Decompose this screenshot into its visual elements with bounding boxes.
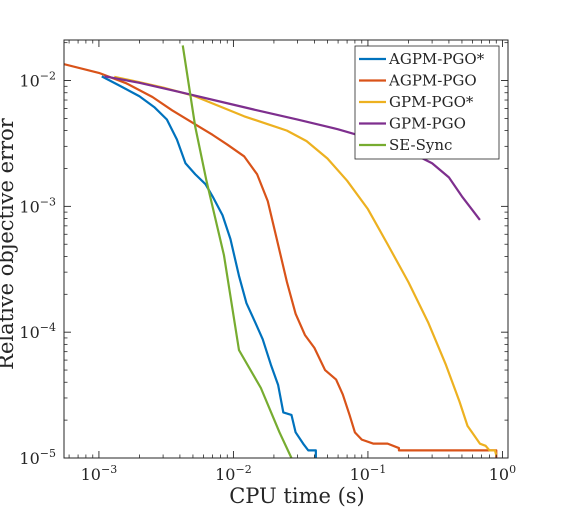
y-axis-label: Relative objective error [0,117,18,370]
legend-label: AGPM-PGO [388,72,477,90]
y-tick-label: 10−3 [19,195,56,216]
series-line-1 [101,75,317,458]
legend-label: AGPM-PGO* [388,50,485,68]
legend-label: SE-Sync [389,136,452,154]
series-line-5 [181,45,293,458]
x-tick-label: 10−3 [81,463,118,484]
x-tick-label: 100 [489,463,516,484]
x-tick-label: 10−2 [215,463,252,484]
legend-label: GPM-PGO [389,115,466,133]
series-layer [64,45,498,458]
series-line-2 [64,63,498,458]
legend: AGPM-PGO* AGPM-PGO GPM-PGO* GPM-PGO SE-Sync [354,45,500,160]
series-line-3 [114,75,498,456]
y-tick-label: 10−4 [19,321,56,342]
plot-frame [63,39,509,459]
tick-layer: 10−3 10−2 10−1 100 10−5 10−4 10−3 10−2 [19,40,516,484]
legend-label: GPM-PGO* [389,93,474,111]
y-tick-label: 10−5 [19,447,56,468]
x-axis-label: CPU time (s) [229,484,365,508]
x-tick-label: 10−1 [350,463,387,484]
y-tick-label: 10−2 [19,70,56,91]
